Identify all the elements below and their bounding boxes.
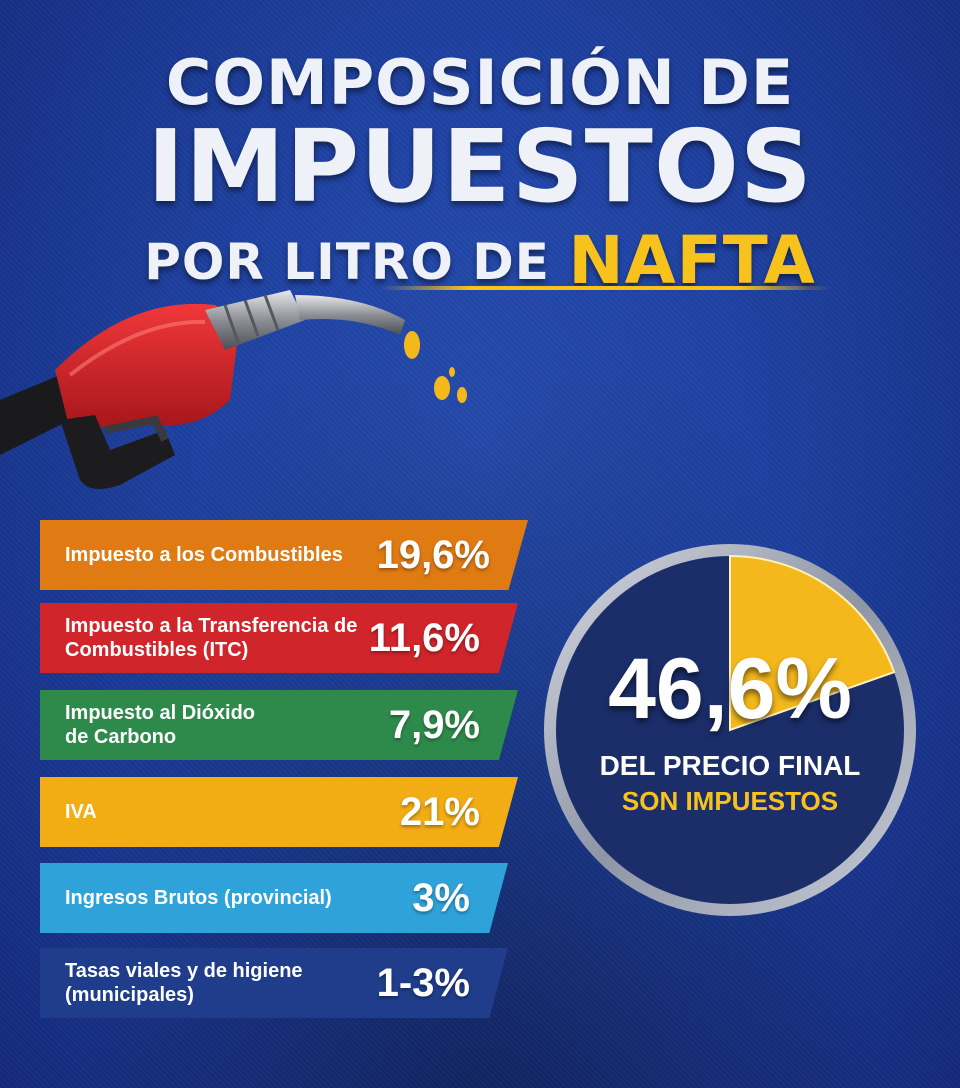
tax-row-label: Impuesto al Dióxido de Carbono	[65, 702, 256, 748]
summary-line-1: DEL PRECIO FINAL	[599, 750, 861, 781]
tax-row: Impuesto al Dióxido de Carbono 7,9%	[40, 690, 518, 760]
tax-row-label: Impuesto a la Transferencia de Combustib…	[65, 615, 358, 661]
tax-row-label: IVA	[65, 801, 97, 823]
summary-percent: 46,6%	[608, 641, 852, 737]
pie-tax-slice	[729, 554, 896, 732]
tax-row-value: 11,6%	[368, 615, 480, 660]
tax-row: Tasas viales y de higiene (municipales) 1…	[40, 948, 508, 1018]
tax-row-label: Ingresos Brutos (provincial)	[65, 887, 332, 909]
tax-row-value: 1-3%	[376, 960, 470, 1005]
tax-row: IVA 21%	[40, 777, 518, 847]
tax-row-value: 3%	[412, 875, 470, 920]
tax-row: Impuesto a la Transferencia de Combustib…	[40, 603, 518, 673]
tax-row: Ingresos Brutos (provincial) 3%	[40, 863, 508, 933]
tax-row-label: Impuesto a los Combustibles	[65, 544, 343, 566]
title-underline	[380, 286, 830, 290]
summary-line-2: SON IMPUESTOS	[621, 786, 839, 816]
title-line-1: COMPOSICIÓN DE	[165, 46, 795, 119]
title-prefix: POR LITRO DE	[144, 233, 550, 291]
fuel-nozzle-icon	[0, 290, 467, 489]
tax-row-value: 7,9%	[388, 702, 480, 747]
tax-pie-chart	[544, 544, 916, 916]
tax-row: Impuesto a los Combustibles 19,6%	[40, 520, 528, 590]
tax-row-value: 19,6%	[376, 532, 490, 577]
tax-row-label: Tasas viales y de higiene (municipales)	[65, 960, 303, 1006]
tax-row-value: 21%	[399, 789, 480, 834]
title-line-2: IMPUESTOS	[147, 108, 813, 225]
